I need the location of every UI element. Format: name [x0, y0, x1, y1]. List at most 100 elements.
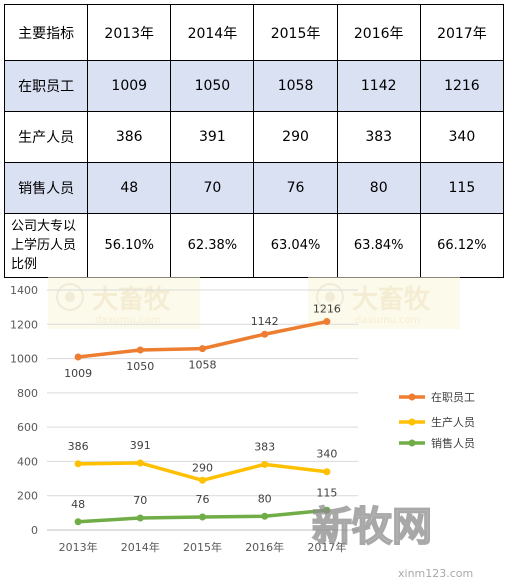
data-label: 1216	[313, 303, 341, 316]
series-1: 1009 1050 1058 1142 1216	[64, 303, 341, 380]
header-cell: 2013年	[87, 4, 172, 61]
data-label: 48	[71, 498, 85, 511]
row-label: 销售人员	[3, 162, 89, 214]
gridlines	[47, 289, 358, 531]
data-label: 340	[316, 448, 337, 461]
data-point	[74, 353, 82, 361]
series-3: 48 70 76 80 115	[71, 486, 337, 526]
data-point	[199, 513, 206, 521]
data-point	[323, 506, 331, 514]
header-cell: 2014年	[170, 4, 255, 61]
watermark-subtext: daxumu.com	[95, 315, 160, 326]
table-row: 在职员工 1009 1050 1058 1142 1216	[3, 60, 505, 112]
row-label-line: 公司大专以	[11, 219, 77, 234]
data-point	[199, 345, 206, 353]
header-cell: 2016年	[336, 4, 421, 61]
x-tick-label: 2013年	[59, 540, 98, 554]
data-label: 290	[192, 461, 213, 474]
legend-swatch-marker	[408, 418, 416, 426]
data-point	[323, 468, 331, 476]
y-tick-label: 1400	[10, 284, 38, 297]
table-cell: 115	[419, 162, 505, 214]
table-cell: 63.04%	[253, 213, 338, 278]
watermark-text: 大畜牧	[352, 284, 431, 315]
table-header-row: 主要指标 2013年 2014年 2015年 2016年 2017年	[3, 4, 505, 61]
data-point	[199, 476, 206, 484]
legend-label: 生产人员	[431, 415, 475, 429]
data-label: 115	[316, 486, 337, 499]
legend-label: 销售人员	[431, 436, 475, 450]
table-cell: 80	[336, 162, 421, 214]
x-tick-label: 2017年	[307, 540, 346, 554]
table-cell: 1050	[170, 60, 255, 112]
header-cell: 主要指标	[3, 4, 89, 61]
table-cell: 48	[87, 162, 172, 214]
table-cell: 66.12%	[419, 213, 505, 278]
y-tick-label: 1200	[10, 318, 38, 331]
data-point	[323, 318, 331, 326]
row-label: 公司大专以 上学历人员 比例	[3, 213, 89, 278]
table-cell: 62.38%	[170, 213, 255, 278]
table-cell: 391	[170, 111, 255, 163]
table-cell: 70	[170, 162, 255, 214]
data-label: 70	[133, 494, 147, 507]
table-cell: 56.10%	[87, 213, 172, 278]
table-cell: 1009	[87, 60, 172, 112]
watermark-subtext: daxumu.com	[355, 315, 420, 326]
watermark-subtext: xinm123.com	[398, 567, 473, 580]
table-cell: 1058	[253, 60, 338, 112]
data-point	[261, 460, 269, 468]
row-label: 在职员工	[3, 60, 89, 112]
table-cell: 386	[87, 111, 172, 163]
y-tick-label: 200	[17, 490, 38, 503]
legend-item: 在职员工	[399, 391, 475, 404]
y-tick-label: 1000	[10, 353, 38, 366]
data-label: 1009	[64, 367, 92, 380]
y-tick-label: 600	[17, 421, 38, 434]
y-tick-label: 800	[17, 387, 38, 400]
series-2: 386 391 290 383 340	[68, 439, 337, 484]
watermark-logo-bottom: 新牧网 xinm123.com	[311, 503, 473, 580]
data-point	[74, 460, 82, 468]
legend-item: 生产人员	[399, 415, 475, 429]
data-label: 383	[254, 440, 275, 453]
line-chart: 大畜牧 daxumu.com 大畜牧 daxumu.com 0 200 400 600…	[0, 275, 508, 582]
legend-swatch-marker	[408, 393, 416, 401]
table-row: 销售人员 48 70 76 80 115	[3, 162, 505, 214]
data-point	[261, 330, 269, 338]
data-point	[136, 459, 144, 467]
watermark-logo-left: 大畜牧 daxumu.com	[48, 277, 200, 329]
x-axis: 2013年 2014年 2015年 2016年 2017年	[59, 540, 347, 554]
y-tick-label: 400	[17, 455, 38, 468]
data-label: 80	[258, 492, 272, 505]
table-cell: 1216	[419, 60, 505, 112]
data-point	[74, 518, 82, 526]
table-row: 公司大专以 上学历人员 比例 56.10% 62.38% 63.04% 63.8…	[3, 213, 505, 278]
table-row: 生产人员 386 391 290 383 340	[3, 111, 505, 163]
row-label-line: 比例	[11, 257, 38, 272]
indicator-table: 主要指标 2013年 2014年 2015年 2016年 2017年 在职员工 …	[3, 4, 505, 278]
x-tick-label: 2015年	[183, 540, 222, 554]
data-label: 386	[68, 440, 89, 453]
watermark-logo-right: 大畜牧 daxumu.com	[308, 277, 460, 329]
table-cell: 1142	[336, 60, 421, 112]
table-cell: 290	[253, 111, 338, 163]
data-label: 76	[196, 493, 210, 506]
table-cell: 383	[336, 111, 421, 163]
x-tick-label: 2014年	[121, 540, 160, 554]
data-label: 1050	[126, 360, 154, 373]
y-tick-label: 0	[31, 524, 38, 537]
watermark-text: 新牧网	[312, 504, 432, 550]
table-cell: 63.84%	[336, 213, 421, 278]
data-label: 1142	[251, 315, 279, 328]
data-point	[261, 512, 269, 520]
legend-label: 在职员工	[431, 391, 475, 404]
watermark-text: 大畜牧	[92, 284, 171, 315]
data-label: 391	[130, 439, 151, 452]
table-cell: 340	[419, 111, 505, 163]
chart-canvas: 大畜牧 daxumu.com 大畜牧 daxumu.com 0 200 400 600…	[10, 277, 475, 580]
x-tick-label: 2016年	[245, 540, 284, 554]
row-label: 生产人员	[3, 111, 89, 163]
table-cell: 76	[253, 162, 338, 214]
